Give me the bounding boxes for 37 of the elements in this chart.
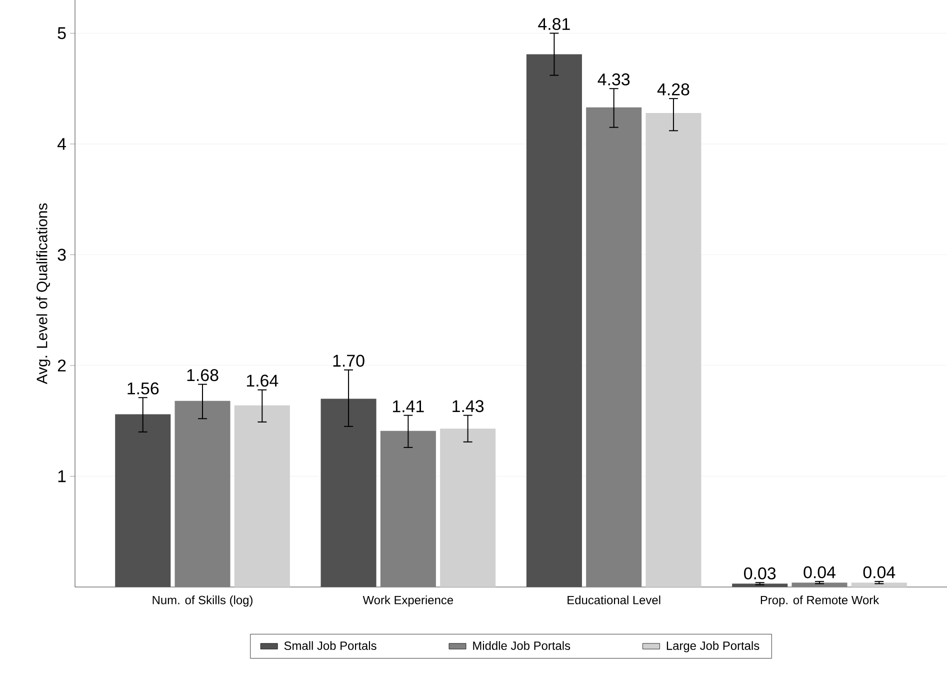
y-tick-label: 5 bbox=[58, 27, 66, 40]
bar bbox=[586, 107, 642, 587]
legend-label: Middle Job Portals bbox=[473, 641, 570, 650]
bar bbox=[320, 398, 376, 587]
data-label: 1.68 bbox=[187, 369, 218, 382]
x-tick-label: Work Experience bbox=[362, 596, 454, 607]
data-label: 0.03 bbox=[744, 567, 776, 580]
data-label: 0.04 bbox=[863, 566, 896, 578]
bar bbox=[851, 582, 907, 587]
data-label: 4.28 bbox=[657, 83, 690, 96]
x-tick-label: Educational Level bbox=[568, 596, 660, 604]
data-label: 1.43 bbox=[452, 400, 484, 412]
legend-label: Small Job Portals bbox=[284, 641, 376, 650]
data-label: 4.33 bbox=[598, 73, 630, 86]
y-tick-label: 1 bbox=[58, 470, 66, 482]
bar bbox=[646, 112, 702, 587]
data-label: 1.70 bbox=[333, 354, 364, 367]
data-label: 1.41 bbox=[392, 400, 424, 412]
data-label: 4.81 bbox=[538, 18, 570, 30]
bar bbox=[115, 414, 171, 587]
y-tick-label: 3 bbox=[58, 248, 66, 261]
bar bbox=[792, 582, 848, 587]
bar bbox=[732, 584, 788, 587]
bar bbox=[380, 430, 436, 587]
y-tick-label: 4 bbox=[57, 138, 66, 150]
data-label: 1.56 bbox=[128, 382, 159, 394]
bar bbox=[440, 428, 496, 587]
x-tick-label: Num. of Skills (log) bbox=[152, 596, 252, 607]
bar bbox=[526, 54, 582, 587]
y-tick-label: 2 bbox=[58, 360, 66, 372]
data-label: 1.64 bbox=[246, 374, 278, 387]
bar bbox=[234, 405, 290, 587]
data-label: 0.04 bbox=[804, 566, 836, 578]
bar bbox=[174, 400, 230, 587]
legend-label: Large Job Portals bbox=[666, 641, 760, 652]
x-tick-label: Prop. of Remote Work bbox=[760, 596, 880, 607]
y-axis-title: Avg. Level of Qualifications bbox=[36, 203, 50, 384]
